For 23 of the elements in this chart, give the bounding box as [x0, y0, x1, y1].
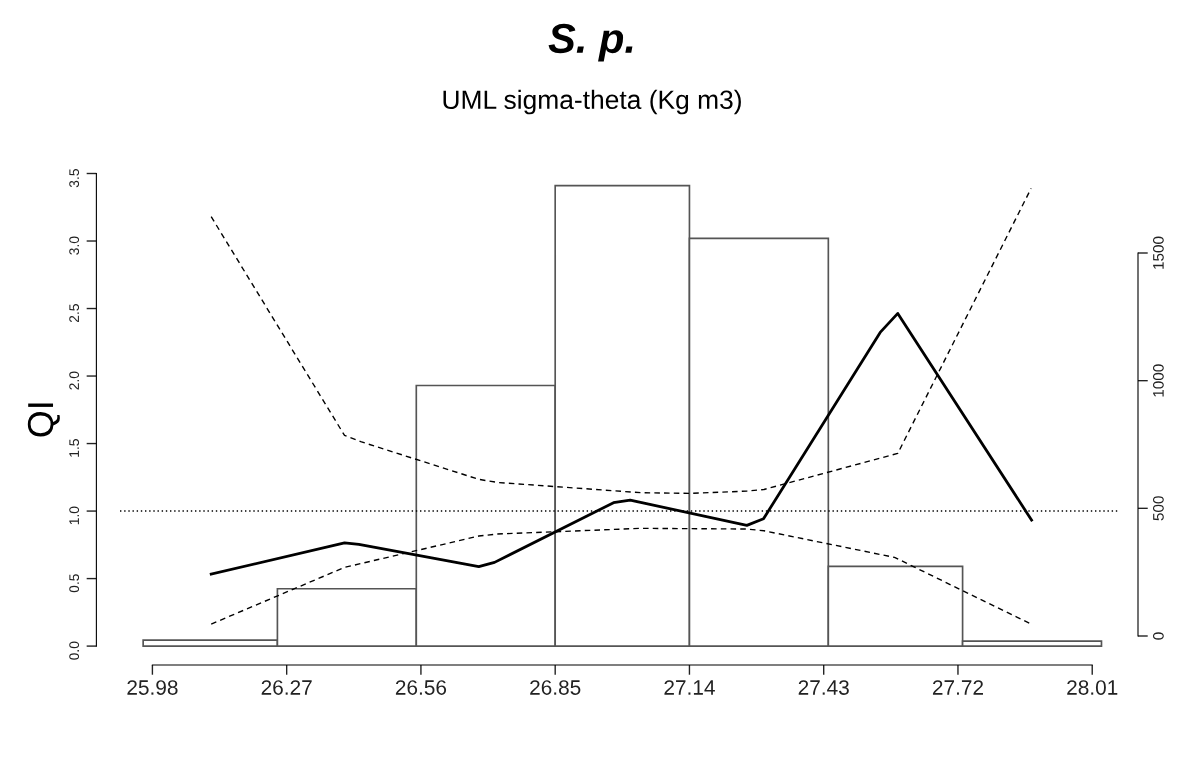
- y-tick-label: 1.5: [69, 439, 80, 457]
- y-tick-label: 0.0: [69, 641, 80, 660]
- y2-tick-label: 1000: [1152, 364, 1164, 397]
- y-tick-label: 3.5: [69, 169, 80, 188]
- chart-subtitle: UML sigma-theta (Kg m3): [443, 89, 741, 115]
- y-tick-label: 1.0: [69, 506, 80, 525]
- x-tick-label: 26.85: [530, 680, 581, 695]
- y-tick-label: 0.5: [69, 574, 80, 593]
- x-tick-label: 25.98: [127, 680, 178, 695]
- x-tick-label: 27.72: [932, 680, 983, 695]
- y2-tick-label: 500: [1152, 496, 1164, 521]
- x-tick-label: 28.01: [1067, 680, 1118, 695]
- x-tick-label: 27.14: [664, 680, 715, 695]
- x-tick-label: 27.43: [798, 680, 849, 695]
- chart-title: S. p.: [548, 23, 633, 62]
- y2-tick-label: 0: [1152, 632, 1164, 640]
- y-axis-title: QI: [27, 403, 60, 437]
- x-tick-label: 26.27: [261, 680, 312, 695]
- y-tick-label: 2.5: [69, 304, 80, 323]
- x-tick-label: 26.56: [395, 680, 447, 695]
- y2-tick-label: 1500: [1152, 236, 1164, 269]
- y-tick-label: 3.0: [69, 236, 80, 255]
- y-tick-label: 2.0: [69, 371, 80, 390]
